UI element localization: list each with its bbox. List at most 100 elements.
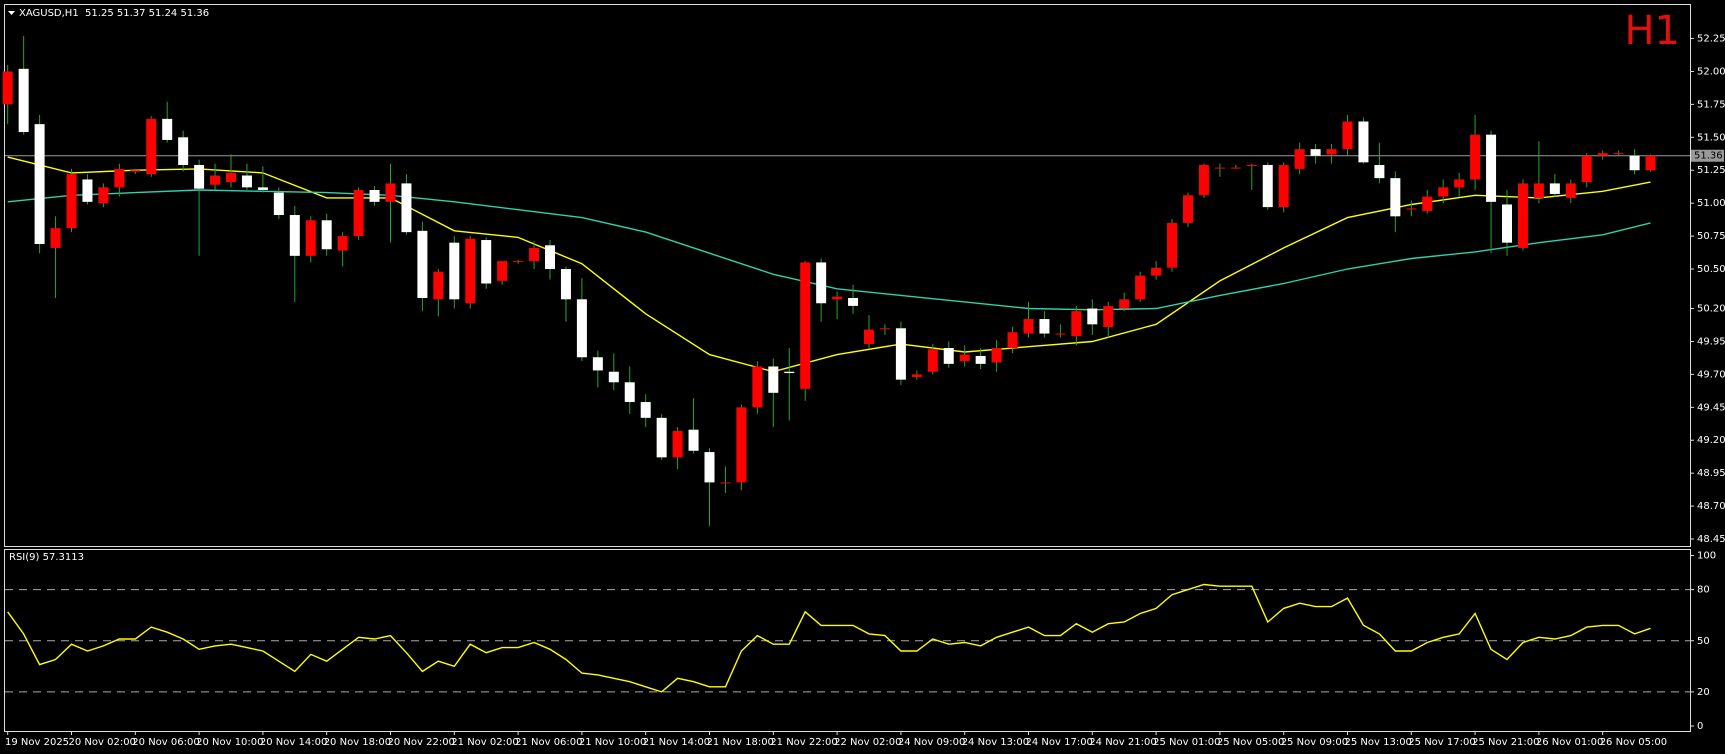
candle-body bbox=[114, 168, 125, 188]
x-tick-label: 20 Nov 02:00 bbox=[69, 737, 136, 748]
x-tick-label: 20 Nov 10:00 bbox=[196, 737, 263, 748]
candle-body bbox=[417, 230, 428, 298]
candle-body bbox=[736, 407, 747, 483]
candle-body bbox=[640, 402, 651, 418]
x-tick-label: 21 Nov 18:00 bbox=[707, 737, 774, 748]
candle-body bbox=[1246, 164, 1257, 166]
candle-body bbox=[927, 349, 938, 372]
candle-body bbox=[1167, 222, 1178, 268]
candle-body bbox=[465, 238, 476, 304]
candle-body bbox=[656, 417, 667, 458]
y-tick-label: 50.75 bbox=[1697, 231, 1725, 242]
candle-body bbox=[864, 329, 874, 345]
candle-body bbox=[672, 431, 683, 458]
candle-body bbox=[305, 220, 316, 256]
y-tick-label: 51.25 bbox=[1697, 165, 1725, 176]
candle-body bbox=[704, 452, 715, 483]
candle-body bbox=[1581, 155, 1592, 183]
candle-body bbox=[1310, 149, 1321, 156]
x-tick-label: 25 Nov 05:00 bbox=[1217, 737, 1284, 748]
x-tick-label: 22 Nov 02:00 bbox=[834, 737, 901, 748]
candle-body bbox=[226, 172, 236, 183]
y-tick-label: 80 bbox=[1697, 585, 1710, 596]
candle-body bbox=[1438, 187, 1449, 197]
candle-body bbox=[529, 247, 540, 262]
candle-body bbox=[1103, 305, 1114, 327]
candle-body bbox=[1613, 153, 1624, 155]
candle-body bbox=[768, 366, 779, 393]
x-tick-label: 24 Nov 09:00 bbox=[898, 737, 965, 748]
candle-body bbox=[194, 164, 205, 189]
candle-body bbox=[1183, 195, 1193, 223]
candle-body bbox=[816, 262, 827, 304]
x-tick-label: 21 Nov 14:00 bbox=[643, 737, 710, 748]
candle-body bbox=[1454, 179, 1465, 188]
x-tick-label: 25 Nov 21:00 bbox=[1472, 737, 1539, 748]
candle-body bbox=[895, 328, 906, 380]
x-tick-label: 20 Nov 22:00 bbox=[388, 737, 455, 748]
y-tick-label: 52.00 bbox=[1697, 66, 1725, 77]
candle-body bbox=[1071, 311, 1082, 337]
candle-body bbox=[130, 170, 141, 172]
candle-body bbox=[481, 240, 492, 284]
x-tick-label: 25 Nov 17:00 bbox=[1408, 737, 1475, 748]
candle-body bbox=[1135, 275, 1146, 300]
candle-body bbox=[975, 355, 986, 364]
candle-body bbox=[943, 348, 954, 364]
x-tick-label: 25 Nov 13:00 bbox=[1345, 737, 1412, 748]
candle-body bbox=[1087, 308, 1098, 325]
y-tick-label: 51.50 bbox=[1697, 132, 1725, 143]
x-tick-label: 21 Nov 10:00 bbox=[579, 737, 646, 748]
candle-body bbox=[162, 118, 173, 140]
y-tick-label: 49.70 bbox=[1697, 369, 1725, 380]
candle-body bbox=[608, 371, 619, 383]
candle-body bbox=[1390, 178, 1401, 217]
y-tick-label: 49.20 bbox=[1697, 435, 1725, 446]
candle-body bbox=[1007, 332, 1018, 349]
x-tick-label: 24 Nov 17:00 bbox=[1026, 737, 1093, 748]
menu-triangle bbox=[8, 11, 15, 15]
y-tick-label: 48.45 bbox=[1697, 534, 1725, 545]
x-tick-label: 20 Nov 06:00 bbox=[132, 737, 199, 748]
candle-body bbox=[66, 174, 77, 229]
candle-body bbox=[832, 296, 843, 300]
y-tick-label: 51.75 bbox=[1697, 99, 1725, 110]
last-price-label: 51.36 bbox=[1694, 151, 1723, 162]
candle-body bbox=[1278, 164, 1289, 208]
candle-body bbox=[1486, 134, 1497, 202]
candle-body bbox=[1326, 149, 1337, 155]
y-tick-label: 51.00 bbox=[1697, 198, 1725, 209]
moving-average-line bbox=[7, 156, 1651, 373]
candle-body bbox=[1230, 167, 1241, 169]
candle-body bbox=[1198, 164, 1209, 196]
x-tick-label: 21 Nov 06:00 bbox=[515, 737, 582, 748]
main-panel-frame bbox=[4, 4, 1691, 547]
candle-body bbox=[1517, 183, 1528, 248]
candle-body bbox=[1262, 164, 1273, 208]
candle-body bbox=[1629, 155, 1640, 171]
candle-body bbox=[241, 175, 252, 188]
candle-body bbox=[1358, 121, 1369, 163]
candle-body bbox=[1294, 149, 1305, 169]
candle-body bbox=[257, 187, 268, 190]
candle-body bbox=[545, 245, 555, 270]
candle-body bbox=[1214, 167, 1225, 169]
y-tick-label: 49.95 bbox=[1697, 336, 1725, 347]
candle-body bbox=[624, 382, 635, 403]
candle-body bbox=[752, 366, 763, 408]
rsi-line bbox=[7, 583, 1651, 693]
candle-body bbox=[497, 261, 508, 281]
x-tick-label: 25 Nov 01:00 bbox=[1153, 737, 1220, 748]
candle-body bbox=[1151, 267, 1162, 276]
candle-body bbox=[991, 348, 1002, 363]
candle-body bbox=[1023, 319, 1034, 334]
candle-body bbox=[592, 357, 603, 371]
candle-body bbox=[1597, 153, 1608, 156]
x-tick-label: 26 Nov 01:00 bbox=[1536, 737, 1603, 748]
candle-body bbox=[1406, 208, 1417, 210]
candle-body bbox=[449, 242, 460, 300]
candle-body bbox=[1342, 121, 1353, 150]
candle-body bbox=[959, 354, 970, 362]
